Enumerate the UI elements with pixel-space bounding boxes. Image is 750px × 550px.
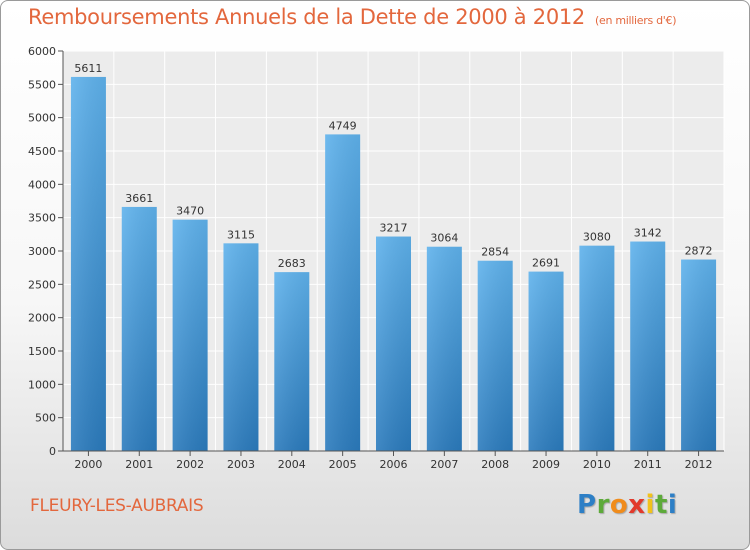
y-tick-label: 5500	[28, 78, 56, 91]
data-label: 2691	[532, 257, 560, 270]
y-tick-label: 500	[35, 412, 56, 425]
bar-shade	[630, 241, 666, 451]
bar-shade	[426, 246, 462, 451]
data-label: 3080	[583, 231, 611, 244]
y-tick-label: 4500	[28, 145, 56, 158]
data-label: 3064	[430, 232, 458, 245]
x-tick-label: 2008	[481, 458, 509, 471]
data-label: 3115	[227, 228, 255, 241]
y-tick-label: 4000	[28, 178, 56, 191]
x-tick-label: 2001	[125, 458, 153, 471]
x-tick-label: 2004	[278, 458, 306, 471]
bar-shade	[325, 134, 361, 451]
y-tick-label: 6000	[28, 45, 56, 58]
y-tick-label: 1500	[28, 345, 56, 358]
bar-shade	[274, 272, 310, 451]
x-tick-label: 2002	[176, 458, 204, 471]
y-tick-label: 3000	[28, 245, 56, 258]
x-tick-label: 2010	[583, 458, 611, 471]
x-tick-label: 2011	[634, 458, 662, 471]
x-tick-label: 2006	[380, 458, 408, 471]
x-tick-label: 2000	[74, 458, 102, 471]
data-label: 4749	[329, 119, 357, 132]
data-label: 5611	[74, 62, 102, 75]
y-tick-label: 2000	[28, 312, 56, 325]
bar-shade	[172, 219, 208, 451]
bar-shade	[121, 206, 157, 451]
data-label: 3661	[125, 192, 153, 205]
x-tick-label: 2007	[430, 458, 458, 471]
y-tick-label: 1000	[28, 378, 56, 391]
data-label: 2683	[278, 257, 306, 270]
city-label: FLEURY-LES-AUBRAIS	[30, 496, 204, 516]
proxiti-logo: Proxiti	[577, 490, 678, 520]
bar-shade	[223, 243, 259, 451]
chart-subtitle: (en milliers d'€)	[595, 14, 677, 27]
y-tick-label: 5000	[28, 112, 56, 125]
bar-shade	[477, 260, 513, 451]
y-tick-label: 0	[49, 445, 56, 458]
bar-shade	[528, 271, 564, 451]
y-tick-label: 2500	[28, 278, 56, 291]
data-label: 3217	[380, 222, 408, 235]
data-label: 3470	[176, 205, 204, 218]
bar-shade	[681, 259, 717, 451]
x-tick-label: 2009	[532, 458, 560, 471]
bar-shade	[579, 245, 615, 451]
chart-title: Remboursements Annuels de la Dette de 20…	[28, 5, 676, 29]
y-tick-label: 3500	[28, 212, 56, 225]
x-tick-label: 2005	[329, 458, 357, 471]
x-tick-label: 2003	[227, 458, 255, 471]
chart-title-text: Remboursements Annuels de la Dette de 20…	[28, 5, 585, 29]
data-label: 3142	[634, 227, 662, 240]
bar-shade	[376, 236, 411, 451]
data-label: 2854	[481, 246, 509, 259]
x-tick-label: 2012	[685, 458, 713, 471]
bar-shade	[70, 76, 106, 451]
data-label: 2872	[685, 245, 713, 258]
